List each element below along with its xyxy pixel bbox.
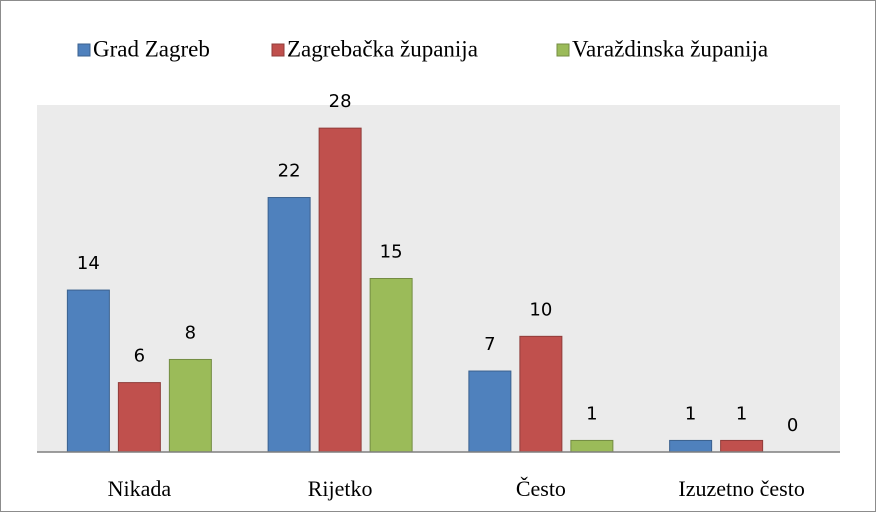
legend-label: Zagrebačka županija <box>287 36 478 61</box>
data-label: 1 <box>685 403 696 424</box>
data-label: 7 <box>484 334 495 355</box>
data-label: 28 <box>329 91 352 112</box>
bar <box>267 197 311 453</box>
x-tick-label: Rijetko <box>308 476 373 501</box>
legend-label: Grad Zagreb <box>93 36 210 61</box>
data-label: 14 <box>77 253 100 274</box>
data-label: 6 <box>134 346 145 367</box>
data-label: 0 <box>787 415 798 436</box>
data-label: 1 <box>736 403 747 424</box>
data-label: 1 <box>586 403 597 424</box>
x-tick-label: Često <box>516 476 566 501</box>
bar <box>318 127 362 453</box>
x-tick-label: Izuzetno često <box>678 476 804 501</box>
data-label: 8 <box>185 322 196 343</box>
bar <box>117 382 161 453</box>
bar <box>669 439 713 453</box>
data-label: 22 <box>278 161 301 182</box>
bar <box>570 439 614 453</box>
bar <box>519 335 563 453</box>
x-tick-label: Nikada <box>108 476 172 501</box>
legend-swatch <box>556 43 570 57</box>
bar <box>720 439 764 453</box>
legend-swatch <box>77 43 91 57</box>
bar <box>168 358 212 453</box>
legend-swatch <box>271 43 285 57</box>
bar <box>66 289 110 453</box>
bar <box>369 278 413 453</box>
data-label: 15 <box>380 242 403 263</box>
legend-label: Varaždinska županija <box>572 36 768 61</box>
data-label: 10 <box>529 299 552 320</box>
bar <box>468 370 512 453</box>
